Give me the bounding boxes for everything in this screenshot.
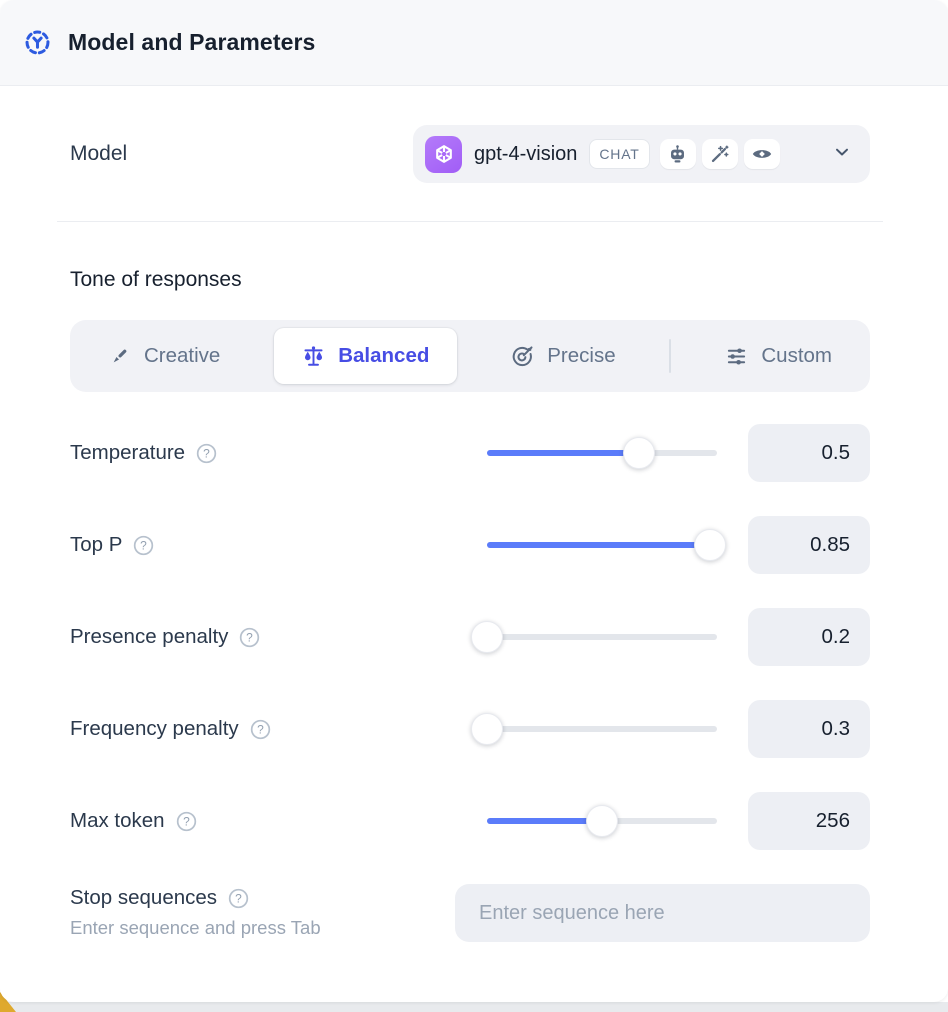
param-label: Frequency penalty bbox=[70, 717, 239, 740]
tone-option-creative[interactable]: Creative bbox=[80, 328, 248, 384]
slider-thumb[interactable] bbox=[622, 437, 655, 469]
param-slider[interactable] bbox=[487, 437, 717, 469]
param-slider[interactable] bbox=[487, 805, 717, 837]
stop-sequences-label: Stop sequences bbox=[70, 886, 218, 909]
svg-text:?: ? bbox=[203, 446, 210, 460]
selected-model-name: gpt-4-vision bbox=[474, 142, 578, 165]
stop-sequence-input[interactable] bbox=[455, 884, 870, 942]
parameter-list: Temperature ? 0.5 Top P bbox=[70, 424, 870, 850]
slider-thumb[interactable] bbox=[471, 621, 503, 653]
param-value[interactable]: 0.2 bbox=[748, 608, 870, 666]
param-slider[interactable] bbox=[471, 713, 717, 745]
svg-text:?: ? bbox=[141, 538, 148, 552]
balance-scale-icon bbox=[304, 345, 323, 366]
param-value[interactable]: 0.85 bbox=[748, 516, 870, 574]
stop-sequences-hint: Enter sequence and press Tab bbox=[70, 917, 321, 938]
param-value[interactable]: 0.3 bbox=[748, 700, 870, 758]
help-icon[interactable]: ? bbox=[227, 887, 250, 910]
param-slider[interactable] bbox=[471, 621, 717, 653]
slider-track bbox=[487, 726, 717, 732]
stop-sequences-row: Stop sequences ? Enter sequence and pres… bbox=[70, 884, 870, 942]
slider-thumb[interactable] bbox=[586, 805, 618, 837]
robot-icon bbox=[659, 139, 696, 169]
model-label: Model bbox=[70, 142, 128, 165]
panel-title: Model and Parameters bbox=[68, 29, 316, 55]
tone-separator bbox=[669, 339, 672, 373]
param-label: Max token bbox=[70, 809, 165, 832]
slider-thumb[interactable] bbox=[694, 529, 727, 561]
paint-brush-icon bbox=[113, 349, 127, 362]
param-row-top-p: Top P ? 0.85 bbox=[70, 516, 870, 574]
slider-track bbox=[487, 634, 717, 640]
target-dart-icon bbox=[512, 345, 533, 366]
sliders-icon bbox=[728, 347, 746, 365]
tone-option-label: Balanced bbox=[338, 344, 430, 367]
param-label: Temperature bbox=[70, 441, 186, 464]
panel-header: Model and Parameters bbox=[0, 0, 948, 86]
param-slider[interactable] bbox=[487, 529, 727, 561]
tone-option-balanced[interactable]: Balanced bbox=[274, 328, 458, 384]
svg-text:?: ? bbox=[247, 630, 254, 644]
model-row: Model gpt-4-vision CHAT bbox=[70, 125, 870, 183]
section-divider bbox=[57, 221, 883, 222]
slider-fill bbox=[487, 818, 602, 824]
tone-section-title: Tone of responses bbox=[70, 268, 242, 291]
model-hub-icon bbox=[25, 30, 50, 55]
param-row-frequency-penalty: Frequency penalty ? 0.3 bbox=[70, 700, 870, 758]
tone-option-label: Precise bbox=[547, 344, 616, 367]
tone-option-label: Creative bbox=[144, 344, 221, 367]
param-value[interactable]: 256 bbox=[748, 792, 870, 850]
model-type-badge: CHAT bbox=[589, 139, 650, 169]
param-value[interactable]: 0.5 bbox=[748, 424, 870, 482]
svg-text:?: ? bbox=[235, 891, 242, 905]
page-background-strip bbox=[0, 1002, 948, 1012]
tone-segmented-control: Creative Balanced bbox=[70, 320, 870, 392]
slider-fill bbox=[487, 542, 711, 548]
help-icon[interactable]: ? bbox=[132, 534, 155, 557]
slider-thumb[interactable] bbox=[471, 713, 503, 745]
help-icon[interactable]: ? bbox=[249, 718, 272, 741]
tone-option-custom[interactable]: Custom bbox=[697, 328, 860, 384]
help-icon[interactable]: ? bbox=[238, 626, 261, 649]
param-label: Presence penalty bbox=[70, 625, 229, 648]
tone-option-precise[interactable]: Precise bbox=[483, 328, 643, 384]
param-row-temperature: Temperature ? 0.5 bbox=[70, 424, 870, 482]
tone-option-label: Custom bbox=[761, 344, 832, 367]
param-row-presence-penalty: Presence penalty ? 0.2 bbox=[70, 608, 870, 666]
param-row-max-token: Max token ? 256 bbox=[70, 792, 870, 850]
svg-text:?: ? bbox=[257, 722, 264, 736]
chevron-down-icon bbox=[832, 142, 852, 167]
openai-logo bbox=[425, 135, 462, 173]
param-label: Top P bbox=[70, 533, 123, 556]
vision-eye-icon bbox=[743, 139, 780, 169]
model-select-dropdown[interactable]: gpt-4-vision CHAT bbox=[413, 125, 870, 183]
slider-fill bbox=[487, 450, 639, 456]
help-icon[interactable]: ? bbox=[195, 442, 218, 465]
magic-wand-icon bbox=[701, 139, 738, 169]
help-icon[interactable]: ? bbox=[175, 810, 198, 833]
svg-text:?: ? bbox=[183, 814, 190, 828]
